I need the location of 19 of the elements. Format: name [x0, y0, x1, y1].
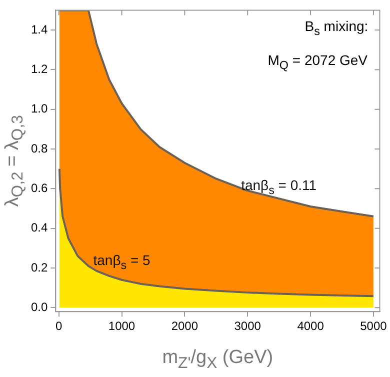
- y-tick-label: 1.2: [30, 62, 48, 76]
- annotation: M$_{Q}$ = 2072 GeV: [268, 52, 368, 72]
- y-tick-label: 0.2: [30, 260, 48, 274]
- y-tick-label: 0.0: [30, 300, 48, 314]
- series-label: tanβ$_{s}$ = 0.11: [241, 176, 317, 196]
- x-tick-label: 5000: [360, 319, 388, 334]
- y-tick-label: 1.4: [30, 22, 48, 36]
- y-tick-label: 0.6: [30, 180, 48, 195]
- x-tick-label: 2000: [171, 319, 198, 334]
- x-tick-label: 4000: [297, 319, 324, 334]
- y-tick-label: 0.4: [30, 220, 48, 235]
- x-axis-title: m$_{Z'}$/g$_{X}$ (GeV): [162, 347, 274, 373]
- y-tick-label: 1.0: [30, 102, 48, 116]
- x-tick-label: 0: [55, 319, 62, 334]
- annotation: B$_{s}$ mixing:: [304, 18, 368, 38]
- x-tick-label: 1000: [108, 319, 136, 334]
- series-label: tanβ$_{s}$ = 5: [93, 252, 150, 272]
- y-tick-label: 0.8: [30, 141, 48, 156]
- x-tick-label: 3000: [234, 319, 262, 334]
